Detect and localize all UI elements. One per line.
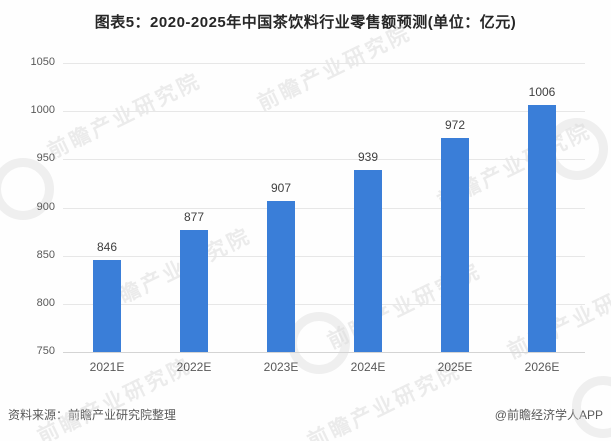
gridline: [63, 208, 585, 209]
y-tick-label: 1050: [30, 56, 55, 68]
bar-value-label: 907: [270, 181, 292, 195]
y-tick-label: 800: [36, 297, 55, 309]
bar-value-label: 1006: [528, 85, 556, 99]
x-tick-label: 2024E: [350, 360, 386, 374]
gridline: [63, 352, 585, 353]
x-tick-label: 2025E: [437, 360, 473, 374]
x-tick-label: 2026E: [524, 360, 560, 374]
watermark-text: 前瞻产业研究院: [504, 269, 611, 364]
bar: [267, 201, 295, 352]
bar: [93, 260, 121, 352]
watermark-text: 前瞻产业研究院: [44, 69, 206, 164]
y-tick-label: 950: [36, 152, 55, 164]
gridline: [63, 256, 585, 257]
x-tick-label: 2022E: [176, 360, 212, 374]
bar-value-label: 972: [444, 118, 466, 132]
gridline: [63, 63, 585, 64]
watermark-logo-icon: [572, 376, 611, 438]
bar: [180, 230, 208, 352]
gridline: [63, 159, 585, 160]
bar: [354, 170, 382, 352]
x-tick-label: 2023E: [263, 360, 299, 374]
gridline: [63, 304, 585, 305]
y-tick-label: 850: [36, 249, 55, 261]
x-tick-label: 2021E: [89, 360, 125, 374]
bar: [528, 105, 556, 352]
y-tick-label: 1000: [30, 104, 55, 116]
bar-value-label: 846: [96, 240, 118, 254]
bar-value-label: 939: [357, 150, 379, 164]
gridline: [63, 111, 585, 112]
watermark-logo-icon: [0, 158, 54, 220]
y-tick-label: 900: [36, 201, 55, 213]
bar: [441, 138, 469, 352]
chart-title: 图表5：2020-2025年中国茶饮料行业零售额预测(单位：亿元): [94, 14, 517, 31]
source-note: 资料来源：前瞻产业研究院整理: [8, 408, 177, 422]
bar-value-label: 877: [183, 210, 205, 224]
y-tick-label: 750: [36, 345, 55, 357]
